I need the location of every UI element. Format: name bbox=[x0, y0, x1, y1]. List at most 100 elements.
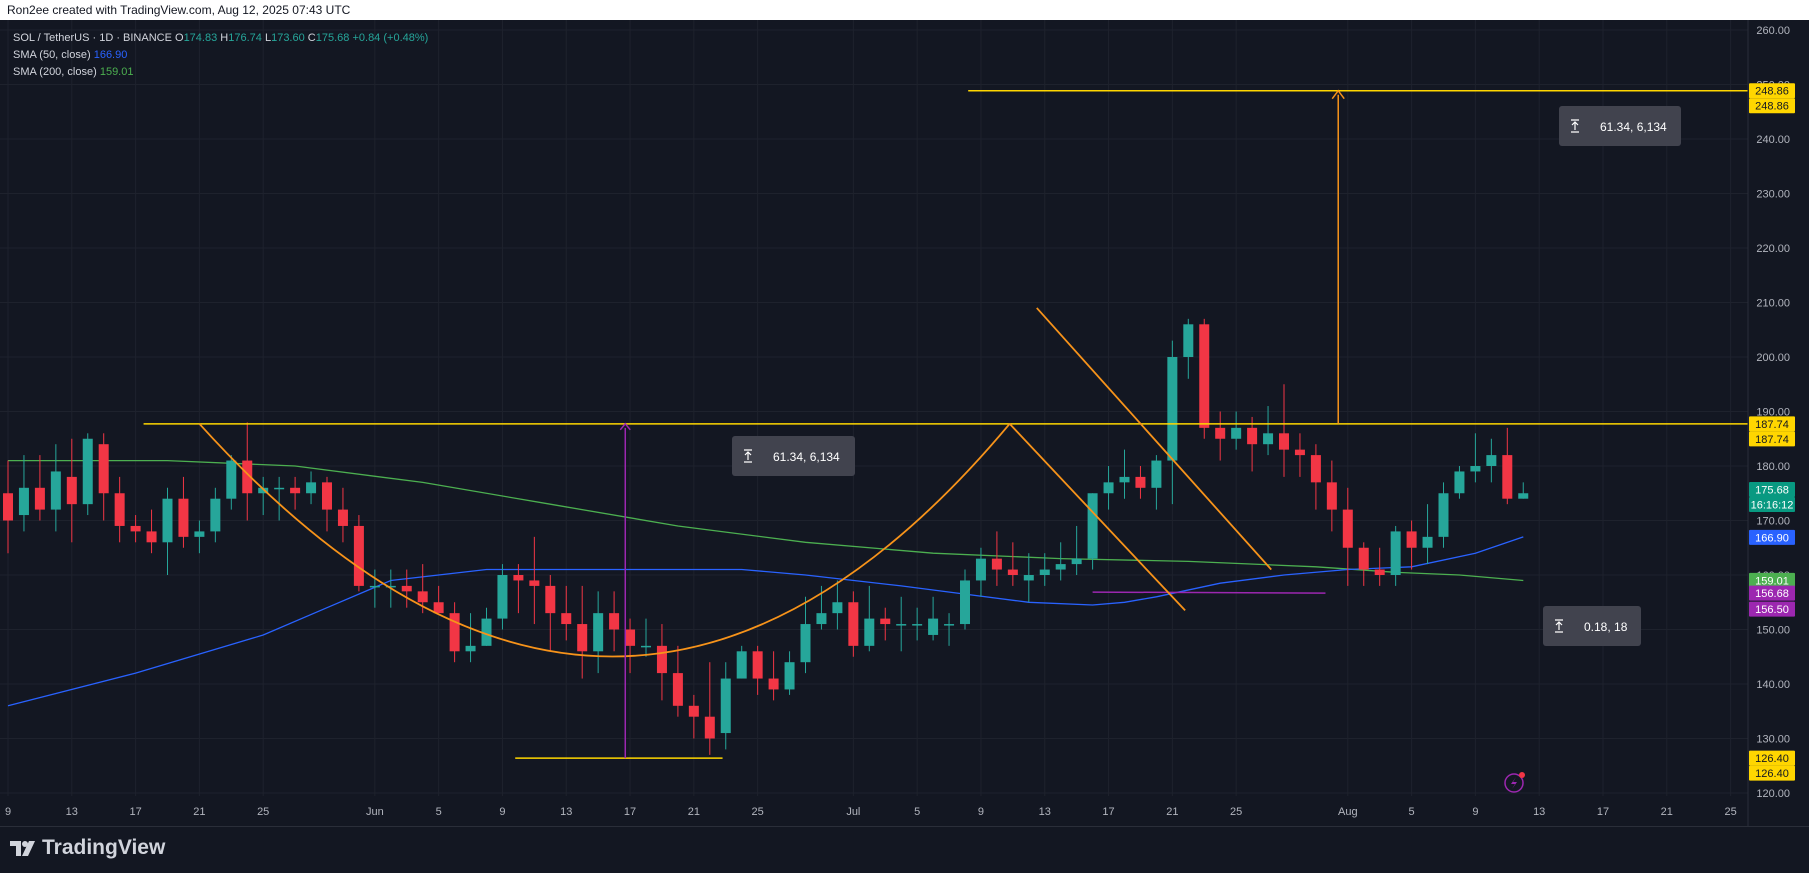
candle-body[interactable] bbox=[1390, 531, 1401, 575]
candle-body[interactable] bbox=[736, 651, 747, 679]
candle-body[interactable] bbox=[896, 624, 907, 626]
candle-body[interactable] bbox=[561, 613, 572, 625]
candle-body[interactable] bbox=[641, 645, 651, 648]
flag-upper-line[interactable] bbox=[1036, 307, 1272, 571]
candle-body[interactable] bbox=[1342, 509, 1353, 548]
candle-body[interactable] bbox=[1119, 476, 1130, 483]
candle-body[interactable] bbox=[98, 444, 109, 494]
candle-body[interactable] bbox=[1518, 493, 1529, 499]
lightning-alert-icon[interactable] bbox=[1504, 773, 1524, 793]
candle-body[interactable] bbox=[1247, 427, 1258, 445]
candle-body[interactable] bbox=[369, 585, 380, 588]
candle-body[interactable] bbox=[1263, 433, 1274, 445]
price-tag[interactable]: 248.86 bbox=[1749, 98, 1795, 114]
candle-body[interactable] bbox=[210, 498, 221, 532]
legend-symbol[interactable]: SOL / TetherUS · 1D · BINANCE bbox=[13, 32, 172, 44]
candle-body[interactable] bbox=[114, 493, 125, 526]
price-chart[interactable]: 61.34, 6,134 61.34, 6,134 0.18, 18 120.00 1… bbox=[0, 0, 1809, 826]
candle-body[interactable] bbox=[593, 613, 604, 652]
candle-body[interactable] bbox=[1294, 449, 1305, 456]
candle-body[interactable] bbox=[18, 487, 29, 516]
candle-body[interactable] bbox=[274, 487, 285, 490]
candle-body[interactable] bbox=[960, 580, 970, 625]
tradingview-logo[interactable]: TradingView bbox=[10, 836, 165, 860]
price-tag[interactable]: 156.68 bbox=[1749, 585, 1795, 601]
candle-body[interactable] bbox=[306, 482, 317, 494]
target-info[interactable]: 61.34, 6,134 bbox=[1559, 106, 1681, 146]
cup-curve[interactable] bbox=[198, 423, 1011, 658]
candle-body[interactable] bbox=[529, 580, 540, 586]
flag-lower-line[interactable] bbox=[1009, 423, 1186, 612]
candle-body[interactable] bbox=[66, 476, 77, 505]
price-tag[interactable]: 187.74 bbox=[1749, 416, 1795, 432]
candle-body[interactable] bbox=[1406, 531, 1417, 548]
candle-body[interactable] bbox=[545, 585, 556, 614]
candle-body[interactable] bbox=[50, 471, 61, 510]
candle-body[interactable] bbox=[577, 624, 588, 652]
candle-body[interactable] bbox=[912, 624, 923, 626]
support-line[interactable] bbox=[1092, 591, 1326, 594]
candle-body[interactable] bbox=[1279, 433, 1289, 450]
legend-sma50-row[interactable]: SMA (50, close) 166.90 bbox=[13, 47, 428, 64]
candle-body[interactable] bbox=[1087, 493, 1098, 559]
candle-body[interactable] bbox=[1374, 569, 1385, 575]
candle-body[interactable] bbox=[1039, 569, 1050, 575]
price-tag[interactable]: 159.01 bbox=[1749, 572, 1795, 588]
candle-body[interactable] bbox=[178, 498, 189, 537]
candle-body[interactable] bbox=[1151, 460, 1162, 488]
candle-body[interactable] bbox=[1454, 471, 1465, 494]
candle-body[interactable] bbox=[832, 602, 843, 614]
candle-body[interactable] bbox=[688, 705, 699, 717]
candle-body[interactable] bbox=[385, 585, 396, 588]
candle-body[interactable] bbox=[258, 487, 269, 494]
candle-body[interactable] bbox=[1358, 547, 1369, 570]
candle-body[interactable] bbox=[1502, 455, 1513, 499]
candle-body[interactable] bbox=[513, 575, 524, 581]
candle-body[interactable] bbox=[752, 651, 763, 679]
candle-body[interactable] bbox=[449, 613, 460, 652]
candle-body[interactable] bbox=[1135, 476, 1146, 488]
price-tag[interactable]: 175.68 bbox=[1749, 482, 1795, 498]
candle-body[interactable] bbox=[1215, 427, 1226, 439]
price-tag[interactable]: 166.90 bbox=[1749, 529, 1795, 545]
candle-body[interactable] bbox=[1310, 455, 1321, 483]
candle-body[interactable] bbox=[944, 624, 955, 626]
price-tag[interactable]: 156.50 bbox=[1749, 601, 1795, 617]
candle-body[interactable] bbox=[1071, 558, 1082, 565]
candle-body[interactable] bbox=[401, 585, 412, 592]
legend-sma200-row[interactable]: SMA (200, close) 159.01 bbox=[13, 64, 428, 81]
candle-body[interactable] bbox=[1167, 357, 1178, 461]
candle-body[interactable] bbox=[1023, 575, 1034, 581]
candle-body[interactable] bbox=[609, 613, 620, 630]
candle-body[interactable] bbox=[991, 558, 1002, 570]
candle-body[interactable] bbox=[625, 629, 636, 646]
price-tag[interactable]: 16:16:12 bbox=[1749, 497, 1795, 513]
candle-body[interactable] bbox=[784, 662, 795, 690]
candle-body[interactable] bbox=[226, 460, 237, 499]
candle-body[interactable] bbox=[975, 558, 986, 581]
price-tag[interactable]: 126.40 bbox=[1749, 750, 1795, 766]
candle-body[interactable] bbox=[242, 460, 253, 494]
candle-body[interactable] bbox=[704, 716, 715, 739]
candle-body[interactable] bbox=[1326, 482, 1337, 510]
candle-body[interactable] bbox=[768, 678, 779, 690]
candle-body[interactable] bbox=[82, 438, 93, 505]
candle-body[interactable] bbox=[1470, 466, 1481, 472]
candle-body[interactable] bbox=[1183, 324, 1194, 357]
candle-body[interactable] bbox=[816, 613, 827, 625]
candle-body[interactable] bbox=[864, 618, 875, 646]
price-tag[interactable]: 187.74 bbox=[1749, 431, 1795, 447]
candle-body[interactable] bbox=[481, 618, 492, 646]
candle-body[interactable] bbox=[3, 493, 13, 521]
candle-body[interactable] bbox=[672, 673, 683, 706]
price-tag[interactable]: 126.40 bbox=[1749, 765, 1795, 781]
candle-body[interactable] bbox=[1486, 455, 1497, 466]
candle-body[interactable] bbox=[497, 575, 508, 619]
candle-body[interactable] bbox=[353, 525, 364, 586]
candle-body[interactable] bbox=[1231, 427, 1242, 439]
candle-body[interactable] bbox=[337, 509, 348, 526]
candle-body[interactable] bbox=[880, 618, 891, 625]
candle-body[interactable] bbox=[928, 618, 939, 635]
candle-body[interactable] bbox=[1199, 324, 1210, 428]
candle-body[interactable] bbox=[417, 591, 428, 603]
